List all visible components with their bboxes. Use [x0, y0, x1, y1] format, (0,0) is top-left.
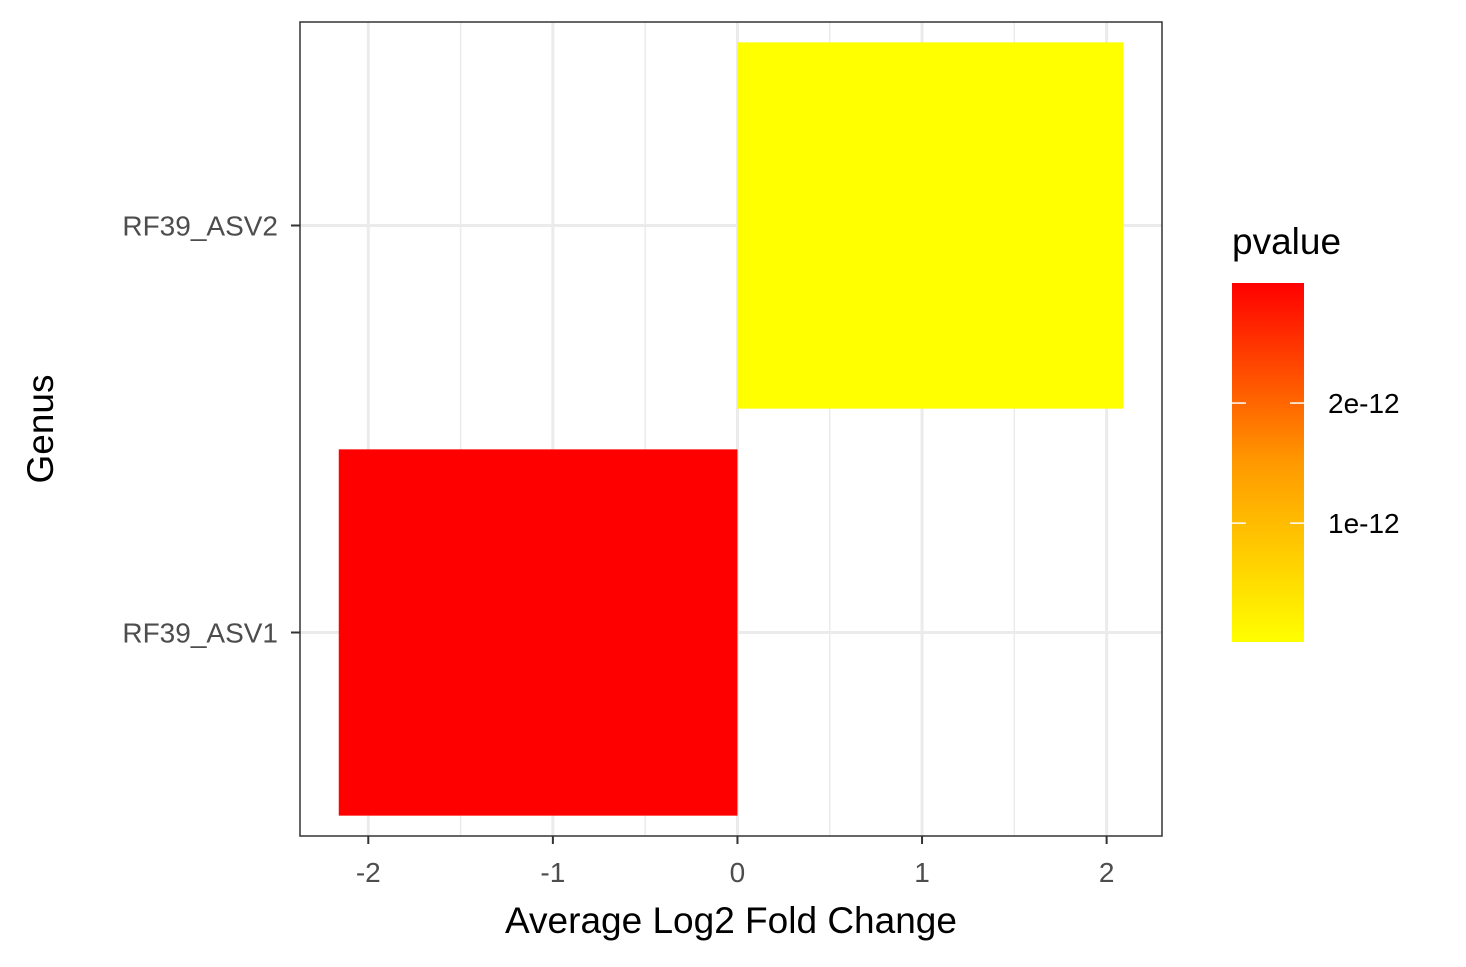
x-axis-ticks: -2 -1 0 1 2 [356, 836, 1115, 888]
legend: pvalue 2e-12 1e-12 [1232, 221, 1400, 642]
bar-rf39-asv1 [338, 449, 738, 816]
plot-panel-border [299, 21, 1163, 837]
y-tick-label: RF39_ASV2 [122, 211, 278, 242]
legend-colorbar [1232, 283, 1304, 642]
x-tick-label: 1 [914, 857, 930, 888]
x-tick-label: 2 [1099, 857, 1115, 888]
x-axis-title: Average Log2 Fold Change [505, 900, 957, 941]
y-tick-label: RF39_ASV1 [122, 618, 278, 649]
legend-tick-label: 1e-12 [1328, 508, 1400, 539]
legend-title: pvalue [1232, 221, 1341, 262]
legend-tick-label: 2e-12 [1328, 388, 1400, 419]
x-tick-label: -2 [356, 857, 381, 888]
bar-rf39-asv2 [737, 42, 1124, 409]
y-axis-title: Genus [20, 374, 61, 483]
y-axis-ticks: RF39_ASV1 RF39_ASV2 [122, 211, 300, 649]
x-tick-label: -1 [540, 857, 565, 888]
legend-ticks: 2e-12 1e-12 [1232, 388, 1400, 539]
x-tick-label: 0 [730, 857, 746, 888]
bars [338, 42, 1124, 816]
